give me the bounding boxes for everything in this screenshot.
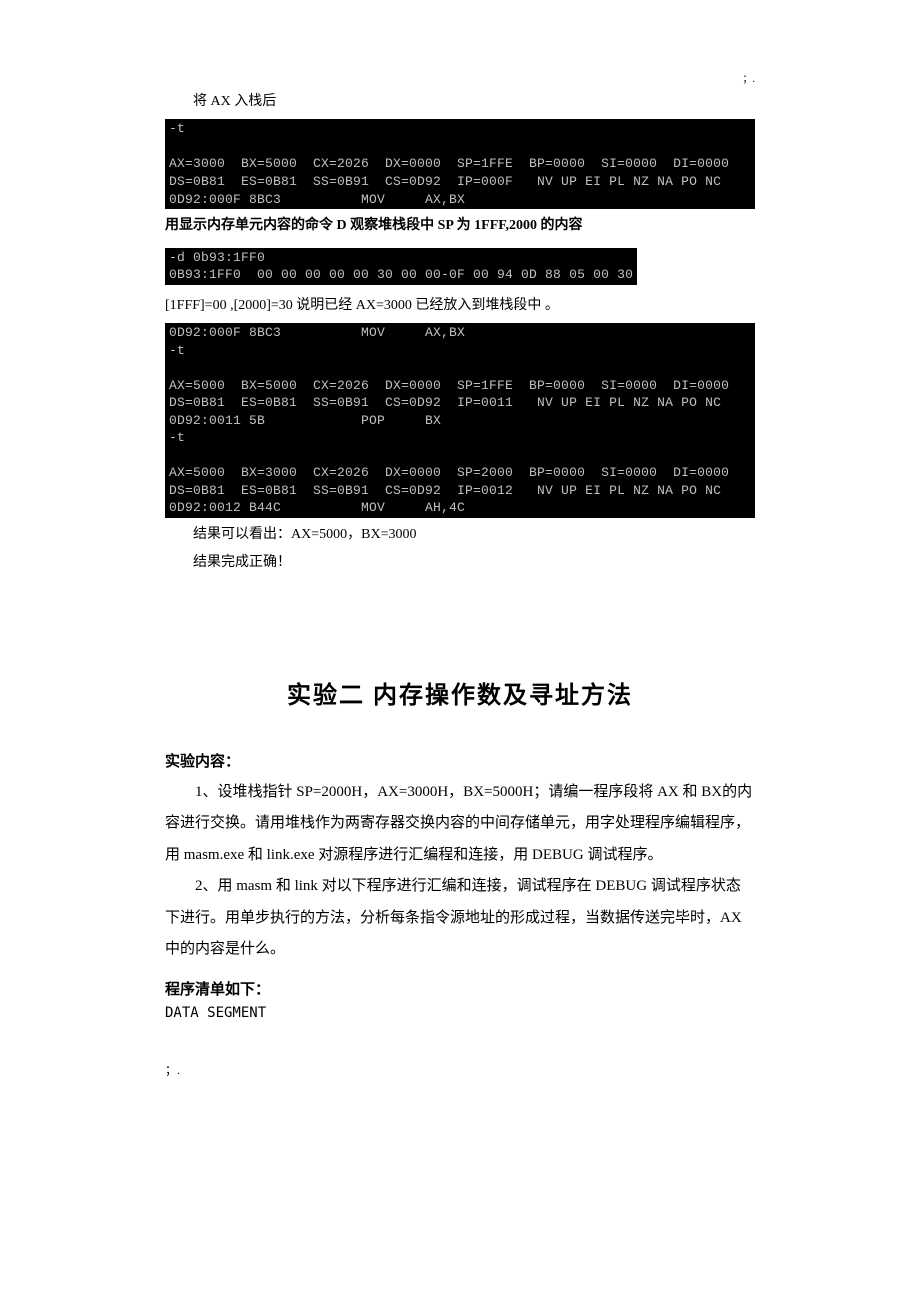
subheading-listing: 程序清单如下： <box>165 978 755 999</box>
terminal-output-2: -d 0b93:1FF0 0B93:1FF0 00 00 00 00 00 30… <box>165 248 637 285</box>
document-page: ；. 将 AX 入栈后 -t AX=3000 BX=5000 CX=2026 D… <box>0 0 920 1150</box>
experiment-heading: 实验二 内存操作数及寻址方法 <box>165 675 755 710</box>
body-paragraph-1: 1、设堆栈指针 SP=2000H，AX=3000H，BX=5000H；请编一程序… <box>165 777 755 872</box>
text-after-push: 将 AX 入栈后 <box>165 91 755 113</box>
code-line-1: DATA SEGMENT <box>165 1005 755 1021</box>
text-d-command: 用显示内存单元内容的命令 D 观察堆栈段中 SP 为 1FFF,2000 的内容 <box>165 215 755 237</box>
text-explain-stack: [1FFF]=00 ,[2000]=30 说明已经 AX=3000 已经放入到堆… <box>165 295 755 317</box>
text-result-1: 结果可以看出：AX=5000，BX=3000 <box>165 524 755 546</box>
terminal-output-2-wrapper: -d 0b93:1FF0 0B93:1FF0 00 00 00 00 00 30… <box>165 244 755 289</box>
subheading-content: 实验内容： <box>165 750 755 771</box>
footer-mark: ；. <box>165 1061 755 1078</box>
terminal-output-3: 0D92:000F 8BC3 MOV AX,BX -t AX=5000 BX=5… <box>165 323 755 518</box>
text-result-2: 结果完成正确！ <box>165 552 755 574</box>
terminal-output-1: -t AX=3000 BX=5000 CX=2026 DX=0000 SP=1F… <box>165 119 755 209</box>
page-corner-mark: ；. <box>165 70 755 85</box>
body-paragraph-2: 2、用 masm 和 link 对以下程序进行汇编和连接，调试程序在 DEBUG… <box>165 871 755 966</box>
